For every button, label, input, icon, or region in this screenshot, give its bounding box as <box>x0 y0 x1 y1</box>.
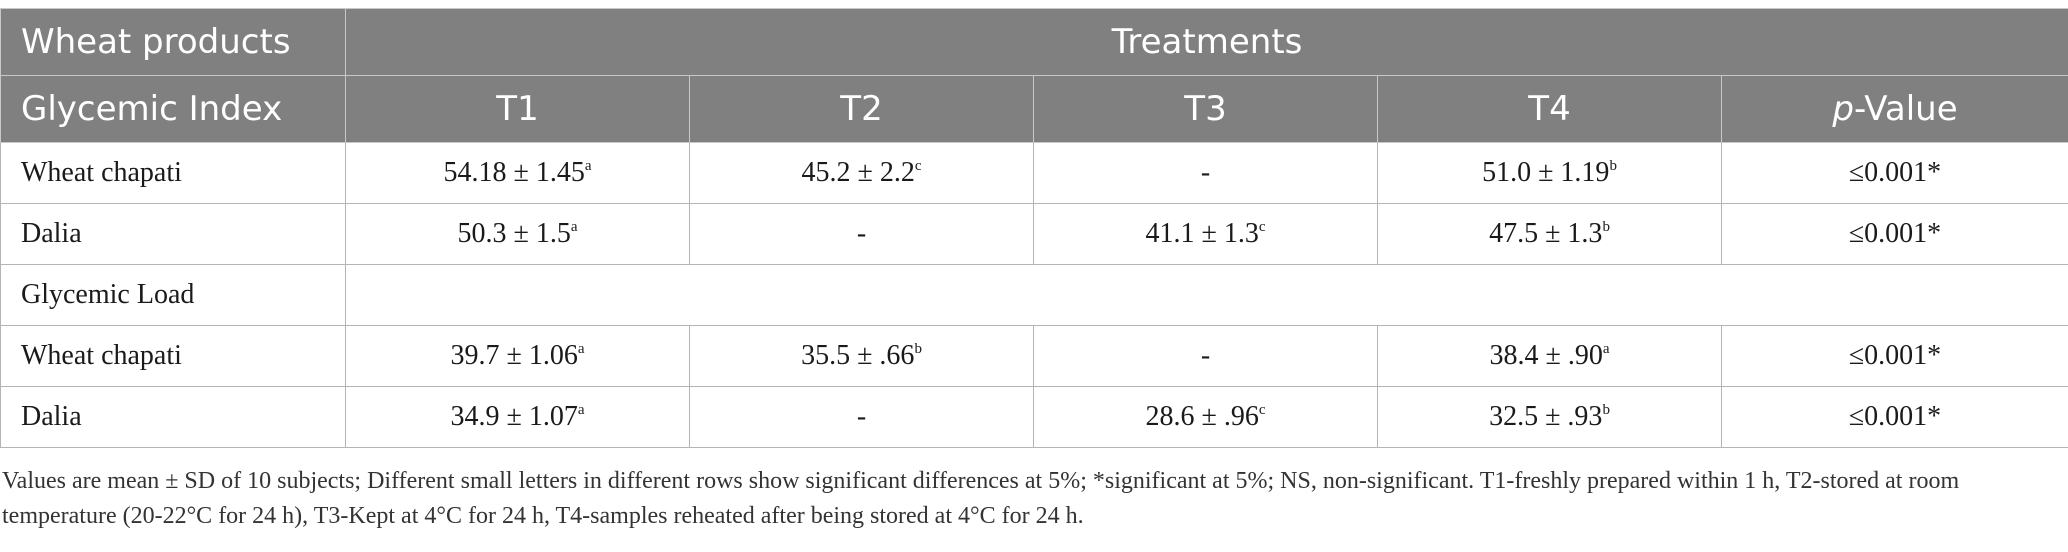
value-cell-t1: 50.3 ± 1.5a <box>345 203 690 265</box>
cell-value: 34.9 ± 1.07 <box>450 401 578 432</box>
cell-value: 41.1 ± 1.3 <box>1145 218 1259 249</box>
p-value-cell: ≤0.001* <box>1721 325 2068 387</box>
row-label: Dalia <box>0 386 346 448</box>
value-cell-t3: 28.6 ± .96c <box>1033 386 1378 448</box>
value-cell-t1: 34.9 ± 1.07a <box>345 386 690 448</box>
header-col-t1: T1 <box>345 75 690 143</box>
header-col-t4: T4 <box>1377 75 1722 143</box>
significance-letter: a <box>584 158 592 174</box>
value-cell-t2: 45.2 ± 2.2c <box>689 142 1034 204</box>
table-footnote: Values are mean ± SD of 10 subjects; Dif… <box>2 468 1960 529</box>
cell-value: - <box>856 218 867 249</box>
significance-letter: a <box>577 341 585 357</box>
significance-letter: b <box>914 341 922 357</box>
value-cell-t4: 38.4 ± .90a <box>1377 325 1722 387</box>
header-treatments: Treatments <box>345 8 2068 76</box>
value-cell-t2: 35.5 ± .66b <box>689 325 1034 387</box>
value-cell-t3: 41.1 ± 1.3c <box>1033 203 1378 265</box>
cell-value: 51.0 ± 1.19 <box>1482 157 1610 188</box>
header-col-p-value: p-Value <box>1721 75 2068 143</box>
p-value-italic-p: p <box>1832 89 1854 129</box>
value-cell-t1: 39.7 ± 1.06a <box>345 325 690 387</box>
table-row: Dalia 34.9 ± 1.07a -28.6 ± .96c 32.5 ± .93b… <box>0 386 2068 448</box>
section-label: Glycemic Load <box>0 264 346 326</box>
cell-value: - <box>1200 340 1211 371</box>
cell-value: 32.5 ± .93 <box>1489 401 1603 432</box>
table-header: Wheat products Treatments Glycemic Index… <box>0 8 2068 143</box>
header-col-t3: T3 <box>1033 75 1378 143</box>
cell-value: 39.7 ± 1.06 <box>450 340 578 371</box>
value-cell-t2: - <box>689 386 1034 448</box>
value-cell-t1: 54.18 ± 1.45a <box>345 142 690 204</box>
data-table-container: Wheat products Treatments Glycemic Index… <box>0 8 2068 448</box>
table-row: Wheat chapati 39.7 ± 1.06a 35.5 ± .66b -38.… <box>0 325 2068 387</box>
value-cell-t4: 47.5 ± 1.3b <box>1377 203 1722 265</box>
table-row: Wheat chapati 54.18 ± 1.45a 45.2 ± 2.2c -51… <box>0 142 2068 204</box>
cell-value: 35.5 ± .66 <box>801 340 915 371</box>
cell-value: 54.18 ± 1.45 <box>443 157 585 188</box>
significance-letter: c <box>914 158 922 174</box>
cell-value: 47.5 ± 1.3 <box>1489 218 1603 249</box>
table-row: Dalia 50.3 ± 1.5a -41.1 ± 1.3c 47.5 ± 1.3b ≤… <box>0 203 2068 265</box>
cell-value: - <box>1200 157 1211 188</box>
significance-letter: c <box>1258 219 1266 235</box>
header-wheat-products: Wheat products <box>0 8 346 76</box>
cell-value: 38.4 ± .90 <box>1489 340 1603 371</box>
row-label: Wheat chapati <box>0 142 346 204</box>
row-label: Dalia <box>0 203 346 265</box>
significance-letter: a <box>570 219 578 235</box>
p-value-cell: ≤0.001* <box>1721 142 2068 204</box>
section-empty-cell <box>345 264 2068 326</box>
header-row-2: Glycemic Index T1 T2 T3 T4 p-Value <box>0 75 2068 143</box>
cell-value: 45.2 ± 2.2 <box>801 157 915 188</box>
table-body: Wheat chapati 54.18 ± 1.45a 45.2 ± 2.2c -51… <box>0 142 2068 448</box>
value-cell-t3: - <box>1033 325 1378 387</box>
cell-value: 50.3 ± 1.5 <box>457 218 571 249</box>
cell-value: - <box>856 401 867 432</box>
p-value-suffix: -Value <box>1853 89 1958 129</box>
row-label: Wheat chapati <box>0 325 346 387</box>
value-cell-t4: 32.5 ± .93b <box>1377 386 1722 448</box>
header-col-t2: T2 <box>689 75 1034 143</box>
significance-letter: b <box>1609 158 1617 174</box>
p-value-cell: ≤0.001* <box>1721 386 2068 448</box>
significance-letter: c <box>1258 402 1266 418</box>
significance-letter: a <box>1602 341 1610 357</box>
cell-value: 28.6 ± .96 <box>1145 401 1259 432</box>
value-cell-t3: - <box>1033 142 1378 204</box>
glycemic-table: Wheat products Treatments Glycemic Index… <box>0 8 2068 448</box>
significance-letter: b <box>1602 219 1610 235</box>
significance-letter: b <box>1602 402 1610 418</box>
header-glycemic-index: Glycemic Index <box>0 75 346 143</box>
significance-letter: a <box>577 402 585 418</box>
p-value-cell: ≤0.001* <box>1721 203 2068 265</box>
value-cell-t2: - <box>689 203 1034 265</box>
header-row-1: Wheat products Treatments <box>0 8 2068 76</box>
section-row: Glycemic Load <box>0 264 2068 326</box>
value-cell-t4: 51.0 ± 1.19b <box>1377 142 1722 204</box>
